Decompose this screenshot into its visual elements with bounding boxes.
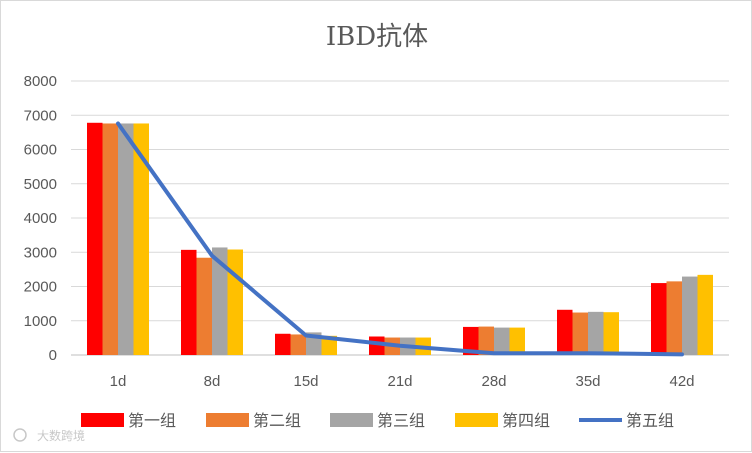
legend-swatch-第四组 [455,413,498,427]
y-tick-label: 2000 [24,279,57,296]
y-tick-label: 5000 [24,176,57,193]
bar-第四组-8d [227,249,243,355]
y-tick-label: 3000 [24,244,57,261]
legend-label-第四组: 第四组 [502,411,550,430]
legend-swatch-第一组 [81,413,124,427]
chart-title: IBD抗体 [326,22,428,52]
y-axis-ticks: 0 1000 2000 3000 4000 5000 6000 7000 8000 [24,73,57,364]
bar-第二组-35d [572,312,588,355]
x-tick-label: 35d [575,373,600,390]
x-tick-label: 15d [293,373,318,390]
legend-label-第三组: 第三组 [377,411,425,430]
watermark: 大数跨境 [13,428,85,443]
y-tick-label: 1000 [24,313,57,330]
legend-label-第二组: 第二组 [253,411,301,430]
gridlines [71,80,729,356]
bar-第一组-35d [557,309,573,355]
legend-label-第五组: 第五组 [626,411,674,430]
bar-第三组-28d [494,327,510,355]
bar-第二组-1d [102,123,118,355]
x-tick-label: 28d [481,373,506,390]
bar-第四组-1d [133,123,149,355]
x-tick-label: 8d [204,373,221,390]
x-tick-label: 42d [669,373,694,390]
y-tick-label: 7000 [24,107,57,124]
bar-第一组-42d [651,283,667,355]
watermark-text: 大数跨境 [37,428,85,443]
y-tick-label: 6000 [24,142,57,159]
bar-第三组-35d [588,311,604,355]
bar-第一组-15d [275,333,291,355]
bar-第二组-42d [666,281,682,355]
bar-第二组-15d [290,334,306,355]
x-tick-label: 21d [387,373,412,390]
bar-第二组-8d [196,257,212,355]
x-tick-label: 1d [110,373,127,390]
y-tick-label: 8000 [24,73,57,90]
y-tick-label: 0 [49,347,57,364]
legend-swatch-第三组 [330,413,373,427]
legend-swatch-第二组 [206,413,249,427]
line-第五组 [116,121,684,357]
bar-第三组-42d [682,276,698,355]
bar-第四组-28d [509,327,525,355]
line-series [116,121,684,357]
bar-第四组-42d [697,274,713,355]
bar-第一组-1d [87,122,103,355]
legend: 第一组 第二组 第三组 第四组 第五组 [81,411,674,430]
bar-第一组-28d [463,326,479,355]
bar-第三组-1d [118,123,134,355]
y-tick-label: 4000 [24,210,57,227]
x-axis-ticks: 1d 8d 15d 21d 28d 35d 42d [110,373,695,390]
bars [87,122,713,355]
legend-label-第一组: 第一组 [128,411,176,430]
bar-第二组-28d [478,326,494,355]
watermark-logo-icon [13,428,27,442]
bar-第四组-15d [321,335,337,355]
bar-第三组-8d [212,247,228,355]
bar-第一组-8d [181,249,197,355]
bar-第四组-35d [603,312,619,355]
